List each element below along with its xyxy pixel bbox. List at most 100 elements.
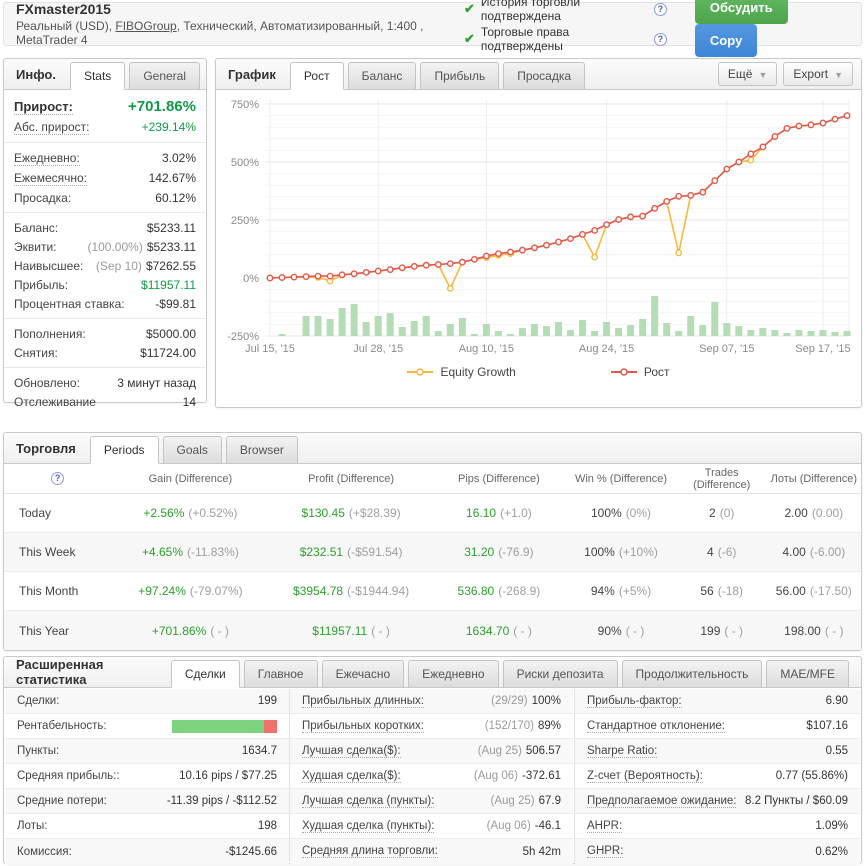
info-row-label[interactable]: Абс. прирост: (14, 119, 90, 135)
advanced-tab-hourly[interactable]: Ежечасно (321, 660, 405, 687)
stat-label[interactable]: Прибыльных длинных: (302, 694, 424, 708)
info-row-label[interactable]: Ежедневно: (14, 150, 80, 166)
chart-tab-drawdown[interactable]: Просадка (503, 62, 586, 89)
equity-line (266, 112, 851, 292)
stat-label[interactable]: Лучшая сделка($): (302, 744, 401, 758)
stat-label[interactable]: Лучшая сделка (пункты): (302, 794, 435, 808)
advanced-tab-deposit-risks[interactable]: Риски депозита (502, 660, 618, 687)
stat-label[interactable]: Предполагаемое ожидание: (587, 794, 737, 808)
chart-body: 750% 500% 250% 0% -250% Jul 15, '15 Jul 28, '1… (216, 90, 861, 379)
stat-row: Пункты: 1634.7 (5, 739, 289, 764)
stat-value-main: 0.77 (55.86%) (775, 770, 848, 782)
advanced-tab-main[interactable]: Главное (243, 660, 318, 687)
info-tab-stats[interactable]: Stats (69, 62, 126, 90)
svg-text:Jul 28, '15: Jul 28, '15 (353, 343, 403, 355)
chart-tab-balance[interactable]: Баланс (347, 62, 417, 89)
chevron-down-icon: ▼ (834, 70, 843, 80)
info-row-label: Процентная ставка: (14, 296, 125, 311)
stat-value-main: 89% (537, 720, 561, 732)
cell-value: 536.80 (457, 584, 495, 598)
stat-label[interactable]: AHPR: (587, 819, 623, 833)
info-row: Абс. прирост: +239.14% (4, 117, 206, 137)
stat-value-main: 0.55 (825, 745, 848, 757)
chart-tab-profit[interactable]: Прибыль (420, 62, 500, 89)
cell-value: $130.45 (301, 506, 345, 520)
info-tab-general[interactable]: General (129, 62, 201, 89)
stat-value-note: (Aug 06) (473, 770, 518, 782)
stat-label[interactable]: Стандартное отклонение: (587, 719, 725, 733)
stat-label[interactable]: Прибыльных коротких: (302, 719, 424, 733)
info-group: Прирост: +701.86% Абс. прирост: +239.14% (4, 90, 206, 143)
stat-value-main: -46.1 (534, 820, 561, 832)
info-group: Ежедневно: 3.02% Ежемесячно: 142.67% Просадк… (4, 143, 206, 213)
stat-value-main: 506.57 (525, 745, 561, 757)
stat-label[interactable]: Sharpe Ratio: (587, 744, 658, 758)
chart-legend: Equity Growth Рост (216, 365, 861, 379)
copy-button[interactable]: Copy (694, 24, 758, 57)
stat-row: Комиссия: -$1245.66 (5, 839, 289, 864)
stat-row: Стандартное отклонение: $107.16 (575, 714, 860, 739)
trading-tab-browser[interactable]: Browser (225, 436, 298, 463)
info-row: Снятия: $11724.00 (4, 343, 206, 362)
stat-label[interactable]: Худшая сделка($): (302, 769, 401, 783)
cell-value: 100% (584, 545, 615, 559)
legend-item-equity-growth[interactable]: Equity Growth (407, 365, 516, 379)
advanced-tab-daily[interactable]: Ежедневно (408, 660, 499, 687)
column-header: Лоты (Difference) (770, 472, 858, 485)
info-row-label[interactable]: Прирост: (14, 98, 73, 115)
stat-value: 0.62% (815, 846, 848, 858)
stat-value-main: 67.9 (538, 795, 561, 807)
legend-item-growth[interactable]: Рост (610, 365, 670, 379)
advanced-tab-mae-mfe[interactable]: MAE/MFE (766, 660, 849, 687)
advanced-tabs: Сделки Главное Ежечасно Ежедневно Риски депо… (170, 660, 853, 688)
info-row-label: Снятия: (14, 345, 58, 360)
trading-tab-goals[interactable]: Goals (162, 436, 222, 463)
info-row-value: $5000.00 (146, 327, 196, 341)
stats-column-3: Прибыль-фактор: 6.90 Стандартное отклонени… (574, 689, 860, 864)
info-row-value: +701.86% (128, 98, 196, 115)
stat-label[interactable]: Прибыль-фактор: (587, 694, 682, 708)
stat-label[interactable]: Худшая сделка (пункты): (302, 819, 435, 833)
help-icon[interactable]: ? (653, 2, 667, 16)
table-cell: 56 (-18) (677, 584, 767, 598)
info-row-label[interactable]: Ежемесячно: (14, 170, 88, 186)
info-row-value-main: $7262.55 (145, 258, 196, 273)
stat-label[interactable]: GHPR: (587, 845, 624, 858)
info-panel-header: Инфо. Stats General (4, 59, 206, 90)
help-icon[interactable]: ? (653, 32, 667, 46)
help-icon[interactable]: ? (51, 472, 65, 485)
column-header: Gain (Difference) (148, 472, 233, 485)
advanced-tab-duration[interactable]: Продолжительность (621, 660, 763, 687)
legend-marker (610, 368, 637, 376)
stat-value: (152/170) 89% (485, 720, 561, 732)
cell-value: 4.00 (782, 545, 806, 559)
export-dropdown[interactable]: Export ▼ (783, 62, 853, 86)
chart-tab-growth[interactable]: Рост (289, 62, 344, 90)
stat-label[interactable]: Средняя длина торговли: (302, 845, 438, 858)
broker-link[interactable]: FIBOGroup (115, 19, 177, 33)
stat-label[interactable]: Z-счет (Вероятность): (587, 769, 703, 783)
cell-difference: (-17.50) (809, 584, 852, 598)
table-cell: 100% (+10%) (565, 545, 676, 559)
stat-value-main: 6.90 (825, 695, 848, 707)
table-cell: 90%( - ) (565, 624, 676, 638)
trading-tab-periods[interactable]: Periods (89, 436, 159, 464)
info-row-value-main: +239.14% (141, 119, 196, 134)
chevron-down-icon: ▼ (758, 70, 768, 80)
info-tabs: Stats General (69, 62, 204, 90)
legend-label: Рост (643, 365, 670, 379)
info-panel-body: Прирост: +701.86% Абс. прирост: +239.14% Еже… (4, 90, 206, 416)
cell-difference: ( - ) (513, 623, 532, 638)
cell-value: 100% (590, 506, 622, 520)
stat-value: 1634.7 (242, 745, 277, 757)
more-dropdown[interactable]: Ещё ▼ (717, 62, 778, 86)
info-row: Ежемесячно: 142.67% (4, 168, 206, 188)
stat-value-main: 0.62% (815, 845, 848, 858)
info-row: Ежедневно: 3.02% (4, 148, 206, 168)
stat-value: (29/29) 100% (491, 695, 561, 707)
period-label: This Week (19, 545, 76, 559)
advanced-tab-trades[interactable]: Сделки (170, 660, 240, 688)
info-row-value-main: $5233.11 (146, 220, 196, 235)
discuss-button[interactable]: Обсудить (694, 0, 788, 24)
